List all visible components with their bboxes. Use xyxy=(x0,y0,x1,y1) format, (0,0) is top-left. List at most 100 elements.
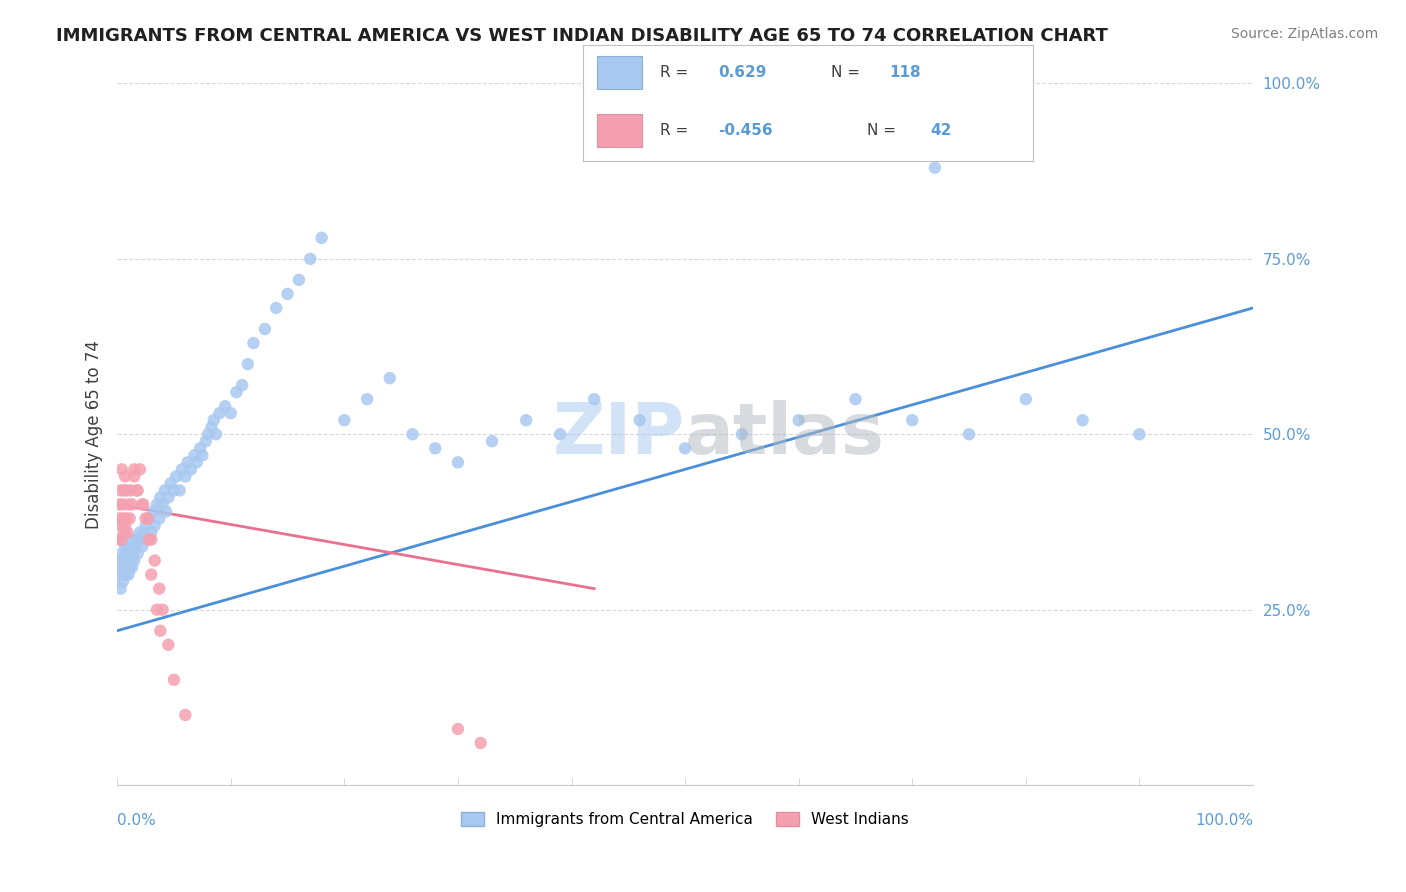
Point xyxy=(121,560,143,574)
Point xyxy=(107,533,129,547)
Point xyxy=(157,638,180,652)
Point xyxy=(901,413,924,427)
Point xyxy=(155,504,177,518)
Point xyxy=(114,540,136,554)
Text: 100.0%: 100.0% xyxy=(1195,814,1253,828)
Text: 0.0%: 0.0% xyxy=(117,814,156,828)
Point xyxy=(127,483,149,498)
Point xyxy=(146,602,169,616)
Point xyxy=(111,560,134,574)
Point xyxy=(924,161,946,175)
Point xyxy=(208,406,231,420)
Point xyxy=(143,553,166,567)
Point xyxy=(110,483,132,498)
Point xyxy=(583,392,606,407)
Text: atlas: atlas xyxy=(685,400,884,469)
Point xyxy=(114,560,136,574)
Text: IMMIGRANTS FROM CENTRAL AMERICA VS WEST INDIAN DISABILITY AGE 65 TO 74 CORRELATI: IMMIGRANTS FROM CENTRAL AMERICA VS WEST … xyxy=(56,27,1108,45)
Point xyxy=(117,560,139,574)
Point xyxy=(188,442,211,456)
Point xyxy=(149,491,172,505)
Point xyxy=(111,560,134,574)
Text: 42: 42 xyxy=(929,123,952,138)
Point xyxy=(108,567,131,582)
Point xyxy=(117,498,139,512)
Point xyxy=(114,518,136,533)
Point xyxy=(787,413,810,427)
Legend: Immigrants from Central America, West Indians: Immigrants from Central America, West In… xyxy=(456,806,915,834)
Point xyxy=(152,602,174,616)
Point xyxy=(205,427,228,442)
Text: -0.456: -0.456 xyxy=(718,123,773,138)
Point xyxy=(118,560,141,574)
Point xyxy=(120,553,142,567)
Point xyxy=(200,420,222,434)
Point xyxy=(111,498,134,512)
Point xyxy=(169,483,191,498)
Text: N =: N = xyxy=(868,123,901,138)
Point xyxy=(299,252,322,266)
Point xyxy=(157,491,180,505)
Point xyxy=(111,511,134,525)
Point xyxy=(111,574,134,589)
Point xyxy=(253,322,276,336)
Point xyxy=(128,533,150,547)
Point xyxy=(191,448,214,462)
Point xyxy=(1015,392,1038,407)
Point xyxy=(146,498,169,512)
Point xyxy=(163,673,186,687)
Point xyxy=(115,511,138,525)
Point xyxy=(163,483,186,498)
Text: R =: R = xyxy=(659,123,693,138)
Point xyxy=(115,547,138,561)
Point xyxy=(122,462,145,476)
Point xyxy=(112,525,135,540)
Point xyxy=(194,434,217,449)
Point xyxy=(186,455,208,469)
Point xyxy=(183,448,205,462)
Point xyxy=(170,462,193,476)
Point xyxy=(149,624,172,638)
Point xyxy=(197,427,219,442)
Point xyxy=(118,547,141,561)
Point xyxy=(114,469,136,483)
Point xyxy=(356,392,378,407)
Point xyxy=(117,553,139,567)
Point xyxy=(515,413,537,427)
Point xyxy=(378,371,401,385)
Point xyxy=(731,427,754,442)
Point xyxy=(401,427,423,442)
Point xyxy=(174,469,197,483)
Point xyxy=(176,455,198,469)
Point xyxy=(165,469,187,483)
Point xyxy=(180,462,202,476)
Point xyxy=(111,533,134,547)
Y-axis label: Disability Age 65 to 74: Disability Age 65 to 74 xyxy=(86,340,103,529)
Point xyxy=(425,442,447,456)
Point xyxy=(214,399,236,413)
Point xyxy=(470,736,492,750)
Point xyxy=(117,525,139,540)
Point xyxy=(111,462,134,476)
Point xyxy=(219,406,242,420)
Point xyxy=(115,567,138,582)
Point xyxy=(142,504,165,518)
Point xyxy=(174,707,197,722)
FancyBboxPatch shape xyxy=(598,114,643,146)
Point xyxy=(120,533,142,547)
Point xyxy=(447,722,470,736)
Point xyxy=(122,469,145,483)
Point xyxy=(138,533,160,547)
Point xyxy=(122,547,145,561)
Point xyxy=(110,518,132,533)
Point xyxy=(132,498,155,512)
Point xyxy=(231,378,253,392)
Point xyxy=(132,525,155,540)
Point xyxy=(135,533,157,547)
Point xyxy=(108,511,131,525)
Point xyxy=(125,483,148,498)
Point xyxy=(159,476,181,491)
Point xyxy=(153,483,176,498)
Point xyxy=(129,462,152,476)
Point xyxy=(673,442,696,456)
